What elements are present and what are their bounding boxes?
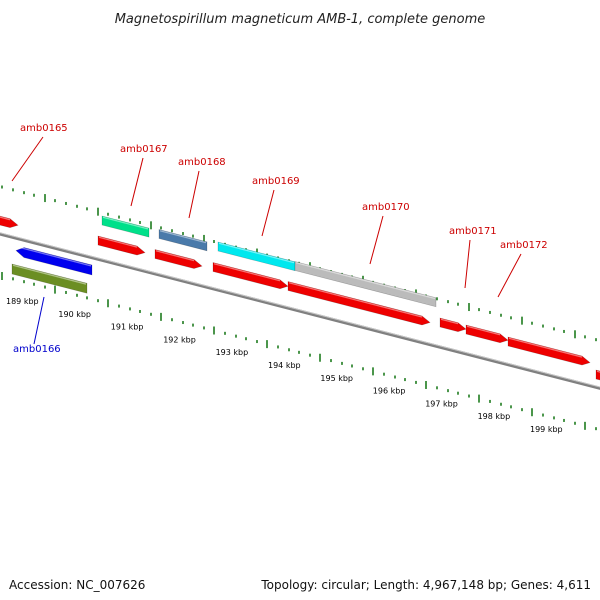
gene-amb0170-block-shine xyxy=(295,262,436,300)
leader-line-amb0172 xyxy=(497,253,522,298)
gene-amb0170-arrow xyxy=(287,281,431,326)
gene-label-amb0165: amb0165 xyxy=(20,123,68,134)
genome-backbone xyxy=(0,232,600,390)
gene-amb0165-arrow-shine xyxy=(0,216,11,221)
scale-label-193-kbp: 193 kbp xyxy=(216,348,249,357)
scale-label-198-kbp: 198 kbp xyxy=(478,412,511,421)
scale-label-199-kbp: 199 kbp xyxy=(530,425,563,434)
gene-partial-arrow xyxy=(595,369,600,381)
gene-amb0169-arrow xyxy=(212,262,289,290)
gene-amb0168-arrow xyxy=(154,249,203,269)
gene-label-amb0167: amb0167 xyxy=(120,144,168,155)
genome-summary-text: Topology: circular; Length: 4,967,148 bp… xyxy=(261,578,591,592)
gene-amb0171-arrow-a xyxy=(439,317,467,332)
scale-label-196-kbp: 196 kbp xyxy=(373,387,406,396)
scale-label-194-kbp: 194 kbp xyxy=(268,361,301,370)
gene-features xyxy=(0,215,600,381)
leader-line-amb0171 xyxy=(464,239,471,289)
leader-line-amb0167 xyxy=(130,157,144,207)
gene-label-leaders xyxy=(11,136,522,345)
scale-label-192-kbp: 192 kbp xyxy=(163,335,196,344)
scale-label-189-kbp: 189 kbp xyxy=(6,297,39,306)
gene-amb0169-block xyxy=(217,241,296,272)
gene-amb0168-arrow-shine xyxy=(155,250,195,262)
leader-line-amb0170 xyxy=(369,215,384,265)
scale-labels: 189 kbp 190 kbp 191 kbp 192 kbp 193 kbp 194 k… xyxy=(6,297,563,434)
gene-amb0171-arrow-a-shine xyxy=(440,318,459,325)
gene-amb0170-block xyxy=(294,261,437,308)
leader-line-amb0165 xyxy=(11,136,44,182)
gene-amb0166-block-shine xyxy=(12,264,87,285)
gene-amb0169-block-shine xyxy=(218,242,295,264)
gene-amb0170-arrow-shine xyxy=(288,282,423,318)
gene-label-amb0166: amb0166 xyxy=(13,344,61,355)
accession-text: Accession: NC_007626 xyxy=(9,578,146,592)
gene-amb0165-arrow xyxy=(0,215,19,228)
gene-amb0167-arrow-shine xyxy=(98,236,138,248)
gene-amb0166-block xyxy=(11,263,88,294)
gene-partial-arrow-shine xyxy=(596,370,600,373)
gene-amb0167-block xyxy=(101,215,150,238)
gene-amb0172-arrow xyxy=(507,336,591,366)
leader-line-amb0168 xyxy=(188,170,200,219)
scale-label-197-kbp: 197 kbp xyxy=(425,399,458,408)
gene-label-amb0170: amb0170 xyxy=(362,202,410,213)
gene-amb0171-arrow-b xyxy=(465,324,509,344)
gene-label-amb0169: amb0169 xyxy=(252,176,300,187)
gene-amb0167-block-shine xyxy=(102,216,149,230)
gene-amb0166-arrow xyxy=(15,247,93,276)
gene-label-amb0168: amb0168 xyxy=(178,157,226,168)
scale-label-190-kbp: 190 kbp xyxy=(58,310,91,319)
backbone-highlight xyxy=(0,232,600,388)
leader-line-amb0166 xyxy=(33,296,45,345)
gene-amb0168-block-shine xyxy=(159,230,207,244)
gene-amb0167-arrow xyxy=(97,235,146,256)
scale-label-191-kbp: 191 kbp xyxy=(111,323,144,332)
scale-label-195-kbp: 195 kbp xyxy=(320,374,353,383)
gene-amb0168-block xyxy=(158,229,208,252)
scale-ticks-lower xyxy=(1,272,597,431)
backbone-line xyxy=(0,232,600,390)
scale-ticks-upper xyxy=(1,185,597,342)
gene-label-amb0172: amb0172 xyxy=(500,240,548,251)
gene-labels: amb0165 amb0167 amb0168 amb0169 amb0170 amb01… xyxy=(13,123,548,355)
gene-amb0169-arrow-shine xyxy=(213,263,281,282)
gene-amb0172-arrow-shine xyxy=(508,337,583,358)
genome-title: Magnetospirillum magneticum AMB-1, compl… xyxy=(115,12,486,27)
leader-line-amb0169 xyxy=(261,189,275,237)
gene-label-amb0171: amb0171 xyxy=(449,226,497,237)
gene-amb0171-arrow-b-shine xyxy=(466,325,501,336)
gene-amb0166-arrow-shine xyxy=(16,246,92,267)
